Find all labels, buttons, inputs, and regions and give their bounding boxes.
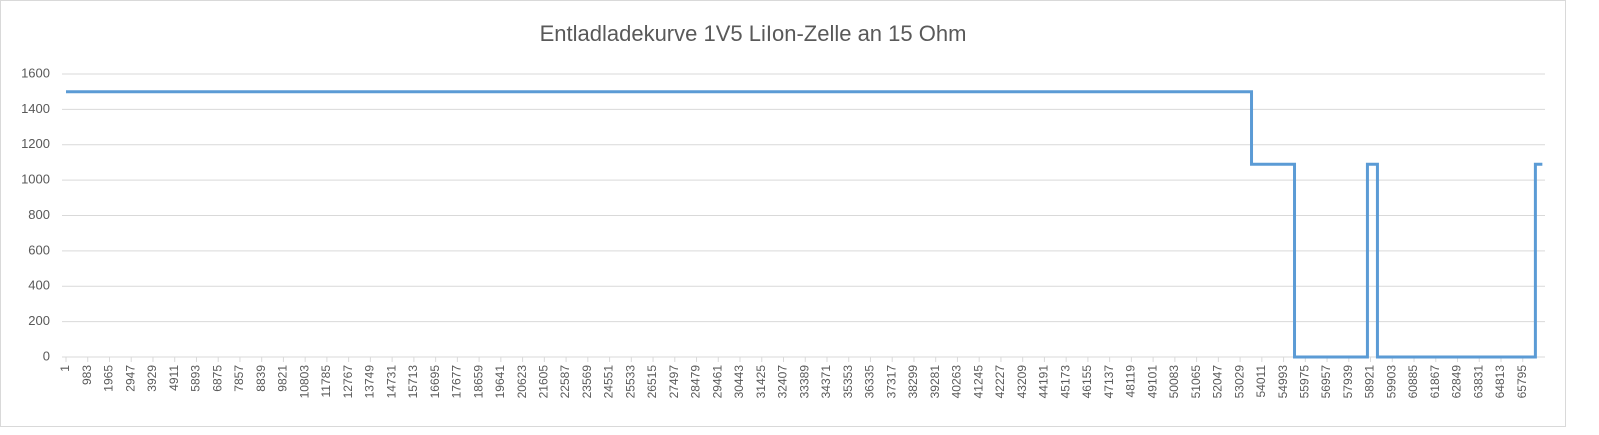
x-tick-label: 48119 <box>1124 365 1138 398</box>
x-tick-label: 55975 <box>1297 365 1311 399</box>
y-tick-label: 1600 <box>21 65 50 80</box>
x-tick-label: 15713 <box>406 365 420 399</box>
x-tick-label: 32407 <box>776 365 790 399</box>
y-tick-label: 200 <box>28 313 50 328</box>
x-tick-label: 26515 <box>645 365 659 399</box>
chart-title: Entladladekurve 1V5 LiIon-Zelle an 15 Oh… <box>540 21 967 46</box>
y-tick-label: 400 <box>28 278 50 293</box>
x-tick-label: 47137 <box>1102 365 1116 399</box>
x-tick-label: 65795 <box>1515 365 1529 399</box>
x-tick-label: 17677 <box>450 365 464 399</box>
x-tick-label: 20623 <box>515 365 529 399</box>
x-tick-label: 28479 <box>689 365 703 399</box>
x-tick-label: 1 <box>58 365 72 372</box>
x-tick-label: 42227 <box>993 365 1007 399</box>
x-tick-label: 31425 <box>754 365 768 399</box>
x-tick-label: 46155 <box>1080 365 1094 399</box>
x-tick-label: 19641 <box>493 365 507 399</box>
x-tick-label: 39281 <box>928 365 942 399</box>
x-tick-label: 37317 <box>884 365 898 399</box>
x-tick-label: 52047 <box>1211 365 1225 399</box>
x-tick-label: 63831 <box>1471 365 1485 399</box>
x-tick-label: 64813 <box>1493 365 1507 399</box>
y-tick-label: 1400 <box>21 101 50 116</box>
x-tick-label: 61867 <box>1428 365 1442 399</box>
x-tick-label: 27497 <box>667 365 681 399</box>
x-tick-label: 49101 <box>1145 365 1159 399</box>
x-tick-label: 3929 <box>145 365 159 392</box>
x-tick-label: 5893 <box>189 365 203 392</box>
y-tick-label: 1000 <box>21 172 50 187</box>
x-tick-label: 25533 <box>623 365 637 399</box>
x-tick-label: 53029 <box>1232 365 1246 399</box>
x-tick-label: 59903 <box>1384 365 1398 399</box>
x-tick-label: 58921 <box>1363 365 1377 399</box>
y-tick-label: 800 <box>28 207 50 222</box>
x-tick-label: 22587 <box>558 365 572 399</box>
x-tick-label: 23569 <box>580 365 594 399</box>
y-tick-label: 600 <box>28 242 50 257</box>
x-tick-label: 13749 <box>363 365 377 399</box>
x-tick-label: 9821 <box>276 365 290 392</box>
x-tick-label: 62849 <box>1450 365 1464 399</box>
x-tick-label: 1965 <box>102 365 116 392</box>
data-line <box>66 90 1543 359</box>
y-tick-label: 1200 <box>21 136 50 151</box>
x-tick-label: 35353 <box>841 365 855 399</box>
x-tick-label: 18659 <box>471 365 485 399</box>
x-tick-label: 36335 <box>863 365 877 399</box>
x-tick-label: 57939 <box>1341 365 1355 399</box>
x-tick-label: 56957 <box>1319 365 1333 399</box>
y-tick-label: 0 <box>43 348 50 363</box>
x-tick-label: 60885 <box>1406 365 1420 399</box>
x-tick-label: 50083 <box>1167 365 1181 399</box>
x-tick-label: 6875 <box>210 365 224 392</box>
x-tick-label: 29461 <box>710 365 724 399</box>
x-tick-label: 51065 <box>1189 365 1203 399</box>
x-tick-label: 43209 <box>1015 365 1029 399</box>
x-tick-label: 33389 <box>797 365 811 399</box>
x-tick-label: 34371 <box>819 365 833 399</box>
x-tick-label: 7857 <box>232 365 246 392</box>
x-tick-label: 24551 <box>602 365 616 399</box>
x-tick-label: 4911 <box>167 365 181 391</box>
x-tick-label: 38299 <box>906 365 920 399</box>
x-tick-label: 983 <box>80 365 94 385</box>
x-tick-label: 8839 <box>254 365 268 392</box>
x-tick-label: 11785 <box>319 365 333 398</box>
x-tick-label: 14731 <box>384 365 398 399</box>
x-tick-label: 30443 <box>732 365 746 399</box>
x-tick-label: 2947 <box>123 365 137 392</box>
chart-frame <box>0 0 1566 427</box>
x-tick-label: 54011 <box>1254 365 1268 398</box>
x-tick-label: 45173 <box>1058 365 1072 399</box>
x-tick-label: 12767 <box>341 365 355 399</box>
x-tick-label: 54993 <box>1276 365 1290 399</box>
x-tick-label: 40263 <box>950 365 964 399</box>
x-tick-label: 10803 <box>297 365 311 399</box>
x-tick-label: 16695 <box>428 365 442 399</box>
x-tick-label: 41245 <box>971 365 985 399</box>
x-tick-label: 21605 <box>537 365 551 399</box>
x-tick-label: 44191 <box>1037 365 1051 399</box>
